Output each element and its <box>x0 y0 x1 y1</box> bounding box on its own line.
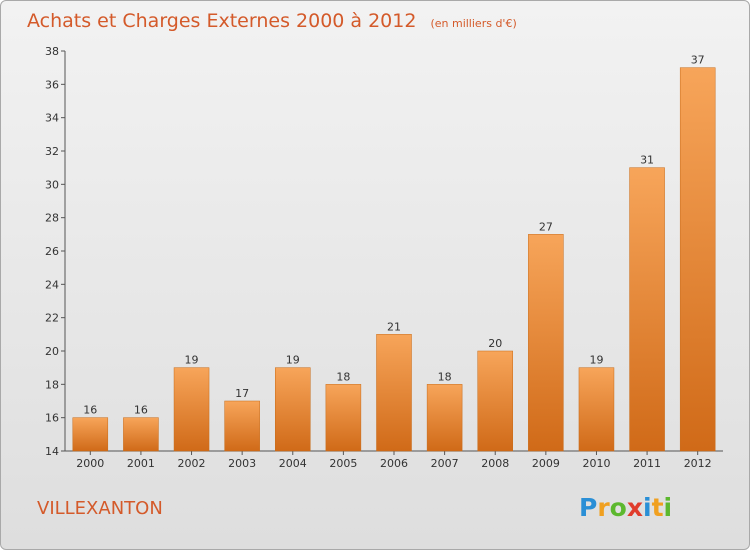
x-tick-label: 2012 <box>684 457 712 470</box>
logo-letter: o <box>610 493 627 522</box>
bar-2009 <box>528 234 564 452</box>
logo-letter: t <box>652 493 664 522</box>
bar-value-label: 17 <box>235 387 249 400</box>
bar-value-label: 18 <box>438 370 452 383</box>
logo-letter: i <box>643 493 652 522</box>
x-tick-label: 2003 <box>228 457 256 470</box>
bar-2002 <box>173 367 210 452</box>
bar-value-label: 27 <box>539 220 553 233</box>
bar-2007 <box>426 384 463 452</box>
y-axis: 14 16 18 20 22 24 26 28 30 32 34 36 38 <box>45 45 66 458</box>
y-tick-label: 38 <box>45 45 59 58</box>
x-tick-label: 2007 <box>431 457 459 470</box>
bar-2011 <box>629 167 665 452</box>
proxiti-logo: Proxiti <box>579 493 672 522</box>
bars-group: 16 16 19 17 19 18 21 18 20 27 19 31 37 <box>72 54 716 452</box>
chart-title: Achats et Charges Externes 2000 à 2012 <box>27 10 416 32</box>
y-tick-label: 36 <box>45 78 59 91</box>
x-axis: 2000 2001 2002 2003 2004 2005 2006 2007 2008 2009… <box>65 450 723 470</box>
logo-letter: x <box>627 493 643 522</box>
bar-value-label: 18 <box>336 370 350 383</box>
y-tick-label: 26 <box>45 245 59 258</box>
y-tick-label: 30 <box>45 178 59 191</box>
y-tick-label: 24 <box>45 278 59 291</box>
place-name: VILLEXANTON <box>37 498 163 519</box>
y-tick-label: 14 <box>45 445 59 458</box>
y-tick-label: 20 <box>45 345 59 358</box>
bar-value-label: 16 <box>83 404 97 417</box>
x-tick-label: 2009 <box>532 457 560 470</box>
y-tick-label: 28 <box>45 212 59 225</box>
x-tick-label: 2006 <box>380 457 408 470</box>
y-tick-label: 32 <box>45 145 59 158</box>
bar-2001 <box>123 417 159 452</box>
bar-2008 <box>477 350 513 452</box>
bar-value-label: 37 <box>691 54 705 67</box>
chart-subtitle: (en milliers d'€) <box>430 17 516 30</box>
bar-2012 <box>679 67 716 452</box>
bar-2000 <box>72 417 109 452</box>
x-tick-label: 2004 <box>279 457 307 470</box>
x-tick-label: 2000 <box>76 457 104 470</box>
x-tick-label: 2010 <box>582 457 610 470</box>
x-tick-label: 2002 <box>178 457 206 470</box>
y-tick-label: 16 <box>45 412 59 425</box>
bar-value-label: 31 <box>640 154 654 167</box>
logo-letter: i <box>664 493 673 522</box>
x-tick-label: 2008 <box>481 457 509 470</box>
bar-2006 <box>376 334 412 452</box>
logo-letter: r <box>597 493 610 522</box>
bar-value-label: 16 <box>134 404 148 417</box>
bar-value-label: 19 <box>589 354 603 367</box>
bar-2003 <box>224 400 260 452</box>
bar-2010 <box>578 367 615 452</box>
y-tick-label: 18 <box>45 378 59 391</box>
bar-value-label: 20 <box>488 337 502 350</box>
logo-letter: P <box>579 493 597 522</box>
x-tick-label: 2011 <box>633 457 661 470</box>
y-tick-label: 22 <box>45 312 59 325</box>
y-tick-label: 34 <box>45 112 59 125</box>
bar-2004 <box>275 367 311 452</box>
bar-value-label: 19 <box>185 354 199 367</box>
bar-value-label: 21 <box>387 320 401 333</box>
x-tick-label: 2001 <box>127 457 155 470</box>
bar-value-label: 19 <box>286 354 300 367</box>
bar-2005 <box>325 384 362 452</box>
x-tick-label: 2005 <box>329 457 357 470</box>
